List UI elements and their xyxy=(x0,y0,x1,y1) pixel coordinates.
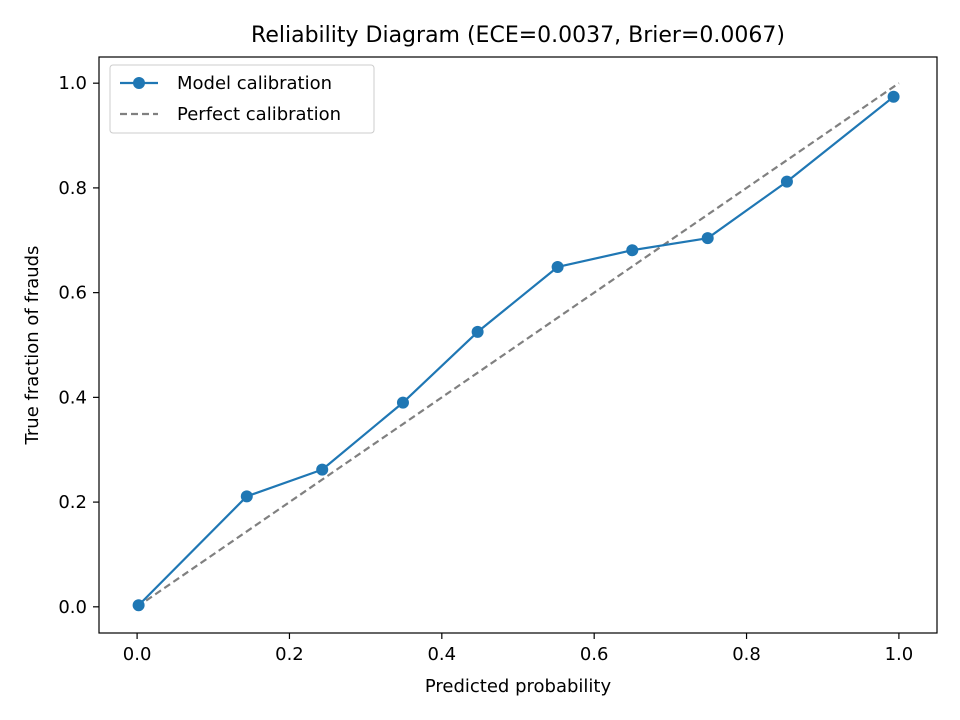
model-calibration-point xyxy=(471,325,484,338)
x-axis-label: Predicted probability xyxy=(425,676,612,697)
y-tick-label: 0.6 xyxy=(58,283,87,304)
model-calibration-point xyxy=(887,90,900,103)
model-calibration-point xyxy=(132,599,145,612)
y-tick-label: 0.2 xyxy=(58,492,87,513)
x-tick-label: 1.0 xyxy=(885,644,914,665)
chart-title: Reliability Diagram (ECE=0.0037, Brier=0… xyxy=(251,23,785,48)
x-tick-label: 0.4 xyxy=(427,644,456,665)
legend-box xyxy=(109,64,375,134)
model-calibration-point xyxy=(551,260,564,273)
model-calibration-point xyxy=(396,396,409,409)
x-tick-label: 0.6 xyxy=(580,644,609,665)
model-calibration-point xyxy=(316,463,329,476)
legend-perfect-label: Perfect calibration xyxy=(177,104,341,125)
y-tick-label: 0.0 xyxy=(58,597,87,618)
legend: Model calibration Perfect calibration xyxy=(109,64,375,134)
x-tick-label: 0.8 xyxy=(732,644,761,665)
y-axis-ticks: 0.0 0.2 0.4 0.6 0.8 1.0 xyxy=(58,73,99,618)
x-tick-label: 0.2 xyxy=(275,644,304,665)
perfect-calibration-line xyxy=(136,82,900,608)
x-axis-ticks: 0.0 0.2 0.4 0.6 0.8 1.0 xyxy=(123,633,913,665)
y-tick-label: 0.8 xyxy=(58,178,87,199)
y-tick-label: 0.4 xyxy=(58,387,87,408)
x-tick-label: 0.0 xyxy=(123,644,152,665)
legend-model-label: Model calibration xyxy=(177,73,332,94)
model-calibration-point xyxy=(626,244,639,257)
legend-model-marker-icon xyxy=(133,77,145,89)
y-tick-label: 1.0 xyxy=(58,73,87,94)
model-calibration-point xyxy=(780,175,793,188)
model-calibration-point xyxy=(240,490,253,503)
y-axis-label: True fraction of frauds xyxy=(22,246,43,446)
plot-area-frame xyxy=(98,56,938,634)
series-layer xyxy=(132,82,900,612)
model-calibration-line xyxy=(137,95,895,607)
model-calibration-point xyxy=(701,232,714,245)
